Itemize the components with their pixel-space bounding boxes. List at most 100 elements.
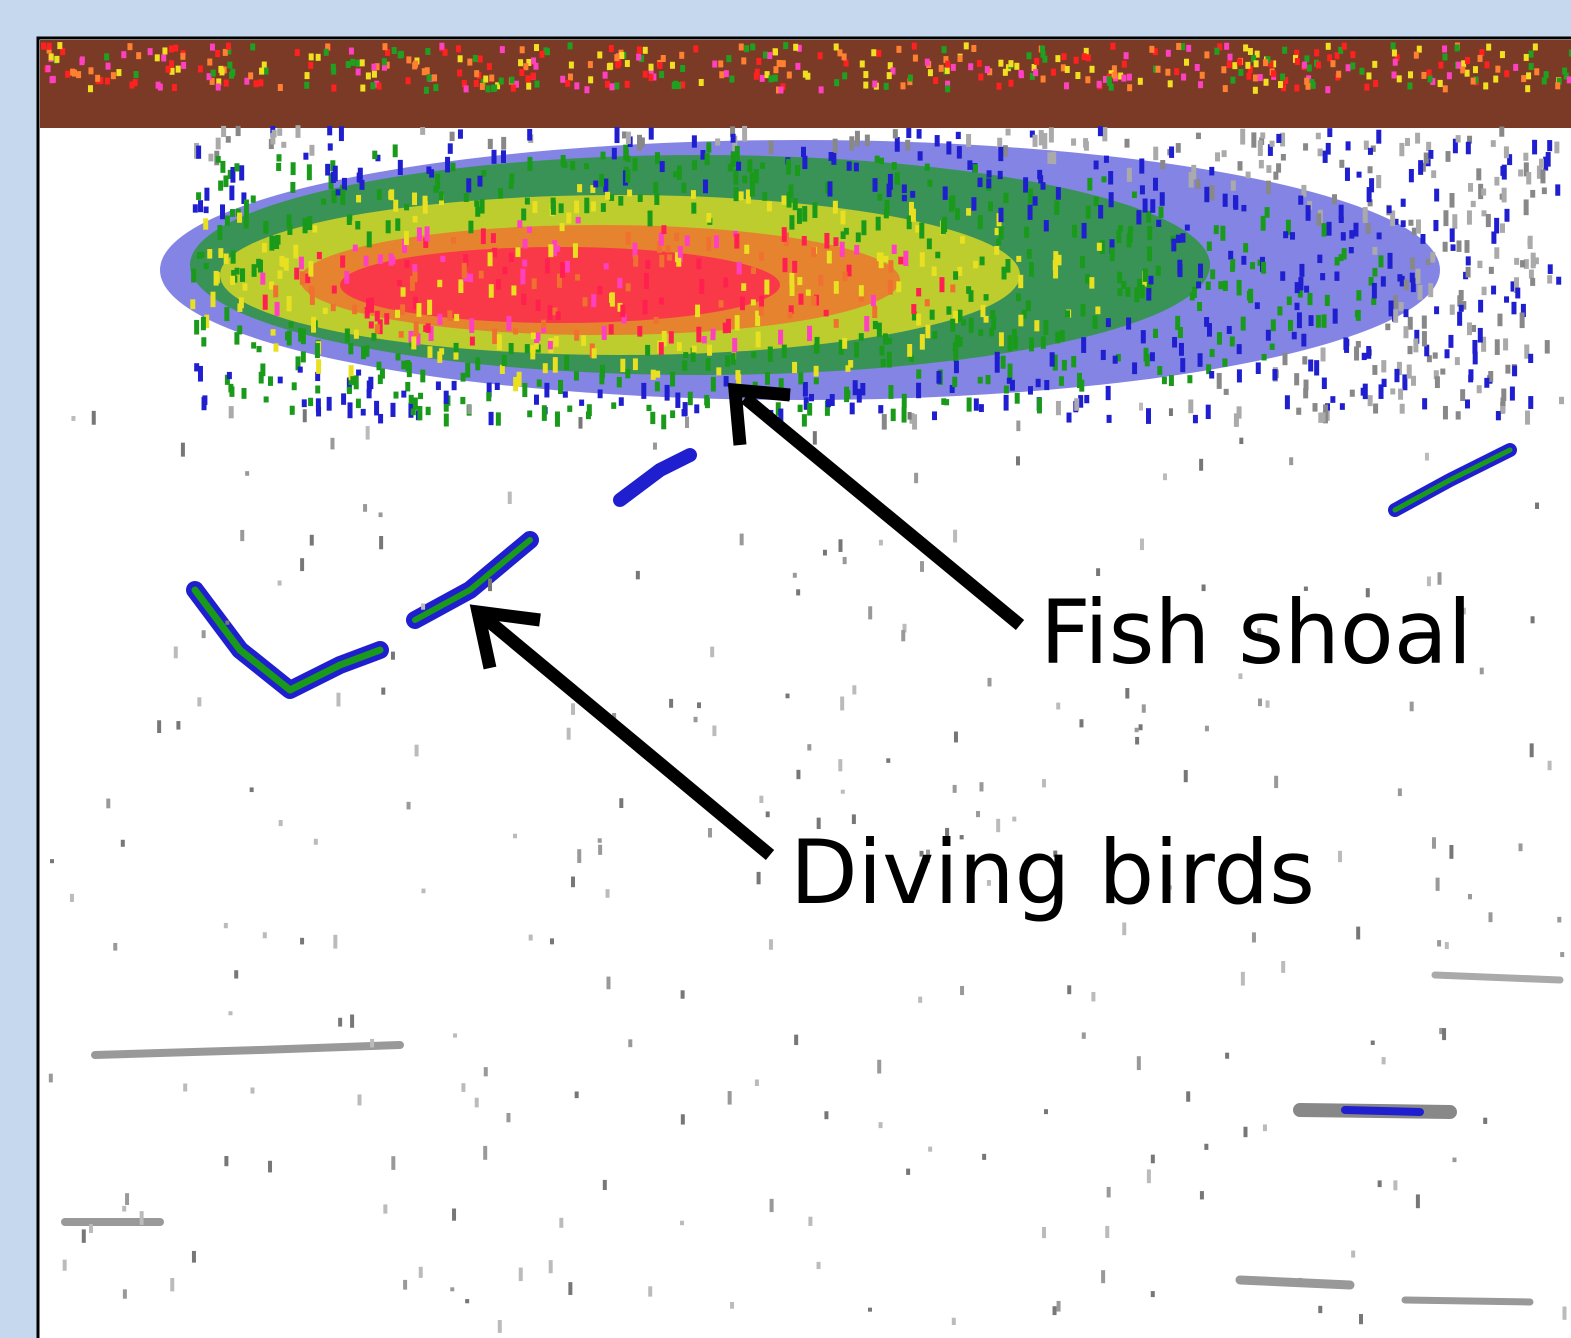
echo-speckle xyxy=(1053,1306,1057,1315)
echo-speckle xyxy=(1314,49,1319,56)
echo-speckle xyxy=(838,759,842,771)
echo-speckle xyxy=(807,326,812,341)
echo-speckle xyxy=(665,385,670,401)
echo-speckle xyxy=(346,61,351,68)
echo-speckle xyxy=(133,79,138,86)
echo-speckle xyxy=(1387,206,1392,213)
echo-speckle xyxy=(1450,193,1455,208)
echo-speckle xyxy=(1390,388,1395,394)
echo-speckle xyxy=(194,320,199,335)
echo-speckle xyxy=(1523,153,1528,161)
echo-speckle xyxy=(331,64,336,71)
echo-speckle xyxy=(978,329,983,336)
echo-speckle xyxy=(1067,413,1072,423)
echo-speckle xyxy=(1142,704,1146,712)
echo-speckle xyxy=(1354,346,1359,360)
echo-speckle xyxy=(893,129,898,138)
echo-speckle xyxy=(1072,225,1077,238)
echo-speckle xyxy=(526,83,531,90)
echo-speckle xyxy=(285,332,290,341)
echo-speckle xyxy=(251,342,256,348)
echo-speckle xyxy=(227,62,232,69)
echo-speckle xyxy=(95,75,100,82)
echo-speckle xyxy=(1424,153,1429,164)
echo-speckle xyxy=(1325,86,1330,93)
echo-speckle xyxy=(1304,286,1309,293)
echo-speckle xyxy=(457,69,462,76)
echo-speckle xyxy=(328,143,333,150)
echo-speckle xyxy=(817,1262,821,1269)
echo-speckle xyxy=(1486,44,1491,51)
echo-speckle xyxy=(1351,1251,1355,1258)
echo-speckle xyxy=(883,333,888,344)
echo-speckle xyxy=(262,62,267,69)
echo-speckle xyxy=(1422,316,1427,329)
echo-speckle xyxy=(1145,354,1150,366)
echo-speckle xyxy=(348,402,353,418)
echo-speckle xyxy=(1117,288,1122,296)
echo-speckle xyxy=(782,345,787,358)
echo-speckle xyxy=(1230,77,1235,84)
echo-speckle xyxy=(496,279,501,290)
echo-speckle xyxy=(967,160,972,170)
echo-speckle xyxy=(425,67,430,74)
echo-speckle xyxy=(1567,76,1571,83)
echo-speckle xyxy=(411,336,416,349)
echo-speckle xyxy=(895,137,900,152)
echo-speckle xyxy=(1528,396,1533,409)
echo-speckle xyxy=(1188,399,1193,413)
echo-speckle xyxy=(600,152,605,160)
echo-speckle xyxy=(724,376,729,386)
echo-speckle xyxy=(1416,1194,1420,1208)
echo-speckle xyxy=(600,365,605,378)
echo-speckle xyxy=(321,198,326,204)
echo-speckle xyxy=(644,273,649,289)
echo-speckle xyxy=(984,294,989,301)
echo-speckle xyxy=(216,156,221,163)
echo-speckle xyxy=(1368,148,1373,155)
echo-speckle xyxy=(486,85,491,92)
echo-speckle xyxy=(536,300,541,311)
echo-speckle xyxy=(898,257,903,265)
echo-speckle xyxy=(211,292,216,307)
echo-speckle xyxy=(500,365,505,374)
echo-speckle xyxy=(1127,74,1132,81)
echo-speckle xyxy=(950,284,955,292)
echo-speckle xyxy=(861,220,866,235)
echo-speckle xyxy=(626,283,631,291)
echo-speckle xyxy=(593,181,598,188)
echo-speckle xyxy=(1494,218,1499,234)
echo-speckle xyxy=(1327,128,1332,137)
echo-speckle xyxy=(1280,271,1285,281)
echo-speckle xyxy=(868,1308,872,1312)
echo-speckle xyxy=(960,236,965,243)
echo-speckle xyxy=(759,296,764,307)
echo-speckle xyxy=(412,193,417,206)
echo-speckle xyxy=(619,397,624,406)
echo-speckle xyxy=(560,223,565,231)
echo-speckle xyxy=(355,60,360,67)
echo-speckle xyxy=(1264,79,1269,86)
echo-speckle xyxy=(218,66,223,73)
echo-speckle xyxy=(1270,141,1275,147)
echo-speckle xyxy=(308,261,313,277)
echo-speckle xyxy=(1218,281,1223,289)
echo-speckle xyxy=(224,80,229,87)
echo-speckle xyxy=(417,227,422,241)
echo-speckle xyxy=(273,285,278,297)
echo-speckle xyxy=(786,159,791,175)
echo-speckle xyxy=(1190,292,1195,300)
echo-speckle xyxy=(1036,379,1041,387)
echo-speckle xyxy=(655,152,660,164)
echo-speckle xyxy=(275,302,280,316)
echo-speckle xyxy=(488,139,493,149)
echo-speckle xyxy=(310,289,315,304)
echo-speckle xyxy=(942,46,947,53)
echo-speckle xyxy=(303,218,308,234)
echo-speckle xyxy=(250,43,255,50)
echo-speckle xyxy=(680,65,685,72)
echo-speckle xyxy=(1127,168,1132,182)
echo-speckle xyxy=(1101,176,1106,182)
echo-speckle xyxy=(591,294,596,307)
echo-speckle xyxy=(1116,230,1121,243)
